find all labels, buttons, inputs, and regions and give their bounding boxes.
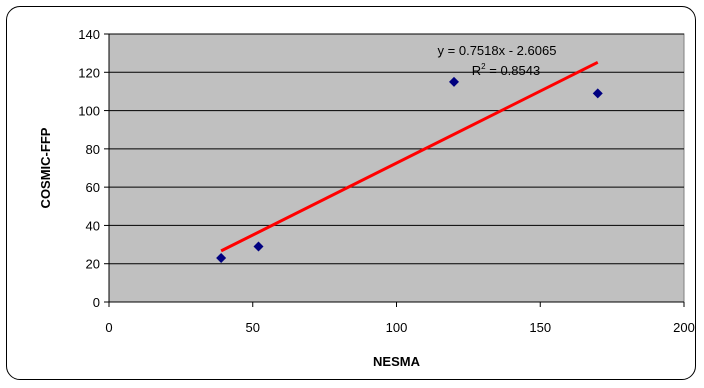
y-tick-labels: 0 20 40 60 80 100 120 140 <box>78 27 100 310</box>
x-tick-label: 0 <box>105 320 112 335</box>
x-tick-label: 150 <box>529 320 551 335</box>
trendline-equation: y = 0.7518x - 2.6065 <box>438 43 557 58</box>
y-tick-label: 80 <box>86 142 100 157</box>
axes <box>104 33 685 307</box>
r-squared-label: R2 = 0.8543 <box>472 62 540 78</box>
x-tick-label: 50 <box>246 320 260 335</box>
x-tick-label: 100 <box>386 320 408 335</box>
trendline <box>220 60 599 253</box>
data-point <box>449 76 459 87</box>
y-axis-title: COSMIC-FFP <box>38 127 53 208</box>
x-axis-title: NESMA <box>373 354 421 369</box>
data-point <box>253 241 264 252</box>
y-tick-label: 0 <box>93 295 100 310</box>
data-point <box>592 88 603 99</box>
y-tick-label: 60 <box>86 180 100 195</box>
x-tick-label: 200 <box>673 320 695 335</box>
plot-area <box>108 33 685 303</box>
y-tick-label: 140 <box>78 27 100 42</box>
r-squared-value: = 0.8543 <box>486 63 541 78</box>
y-tick-label: 120 <box>78 65 100 80</box>
y-tick-label: 100 <box>78 104 100 119</box>
x-tick-labels: 0 50 100 150 200 <box>105 320 694 335</box>
r-squared-exponent: 2 <box>481 62 486 71</box>
y-tick-label: 20 <box>86 257 100 272</box>
data-point <box>216 252 227 263</box>
r-squared-symbol: R <box>472 63 481 78</box>
data-points <box>216 76 603 263</box>
y-tick-label: 40 <box>86 218 100 233</box>
grid-lines <box>109 33 684 265</box>
